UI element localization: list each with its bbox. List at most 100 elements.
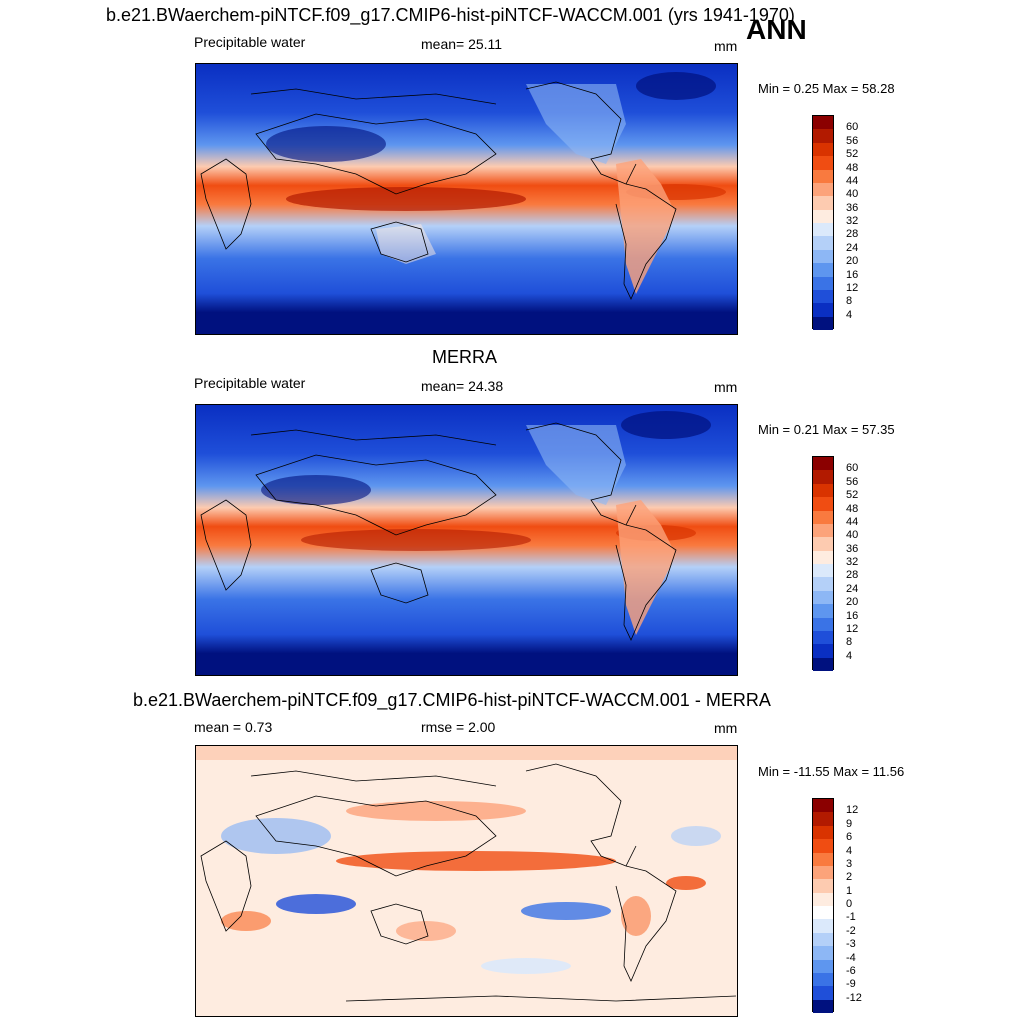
colorbar-tick-label: -12: [846, 991, 862, 1004]
colorbar-tick-label: -6: [846, 964, 856, 977]
panel3-title: b.e21.BWaerchem-piNTCF.f09_g17.CMIP6-his…: [133, 690, 771, 710]
panel2-title: MERRA: [432, 347, 498, 367]
colorbar-swatch: [813, 986, 833, 1000]
panel2-units: mm: [714, 379, 738, 395]
colorbar-tick-label: 3: [846, 857, 853, 870]
colorbar-tick-label: 24: [846, 582, 859, 595]
panel2-minmax: Min = 0.21 Max = 57.35: [758, 422, 895, 437]
colorbar-tick-label: -4: [846, 951, 856, 964]
panel3-mean: mean = 0.73: [194, 719, 273, 735]
colorbar-swatch: [813, 316, 833, 330]
colorbar-tick-label: 6: [846, 831, 853, 844]
colorbar-swatch: [813, 799, 833, 813]
colorbar-swatch: [813, 959, 833, 973]
colorbar-swatch: [813, 892, 833, 906]
colorbar-swatch: [813, 249, 833, 264]
colorbar-swatch: [813, 169, 833, 183]
colorbar-swatch: [813, 812, 833, 826]
colorbar-swatch: [813, 657, 833, 671]
colorbar-swatch: [813, 483, 833, 498]
colorbar-swatch: [813, 510, 833, 524]
colorbar-swatch: [813, 523, 833, 538]
colorbar-tick-label: 28: [846, 569, 859, 582]
panel1-title: b.e21.BWaerchem-piNTCF.f09_g17.CMIP6-his…: [106, 5, 795, 25]
colorbar-tick-label: 4: [846, 649, 853, 662]
colorbar-tick-label: 16: [846, 609, 859, 622]
colorbar-swatch: [813, 906, 833, 920]
colorbar-tick-label: 8: [846, 295, 853, 308]
colorbar-swatch: [813, 182, 833, 197]
colorbar-tick-label: 16: [846, 268, 859, 281]
colorbar-tick-label: 24: [846, 241, 859, 254]
colorbar-tick-label: 4: [846, 308, 853, 321]
colorbar-swatch: [813, 470, 833, 484]
colorbar-tick-label: 60: [846, 462, 859, 475]
colorbar-swatch: [813, 236, 833, 250]
panel2-mean: mean= 24.38: [421, 378, 504, 394]
colorbar-swatch: [813, 564, 833, 578]
panel3-colorbar: [812, 798, 834, 1013]
colorbar-tick-label: 40: [846, 188, 859, 201]
panel2-variable: Precipitable water: [194, 375, 306, 391]
colorbar-swatch: [813, 209, 833, 223]
colorbar-swatch: [813, 537, 833, 551]
colorbar-swatch: [813, 932, 833, 947]
colorbar-tick-label: 12: [846, 622, 859, 635]
colorbar-swatch: [813, 999, 833, 1013]
colorbar-swatch: [813, 972, 833, 987]
colorbar-tick-label: -9: [846, 978, 856, 991]
colorbar-tick-label: 56: [846, 475, 859, 488]
colorbar-tick-label: 36: [846, 201, 859, 214]
panel3-rmse: rmse = 2.00: [421, 719, 496, 735]
colorbar-tick-label: 28: [846, 228, 859, 241]
colorbar-swatch: [813, 630, 833, 645]
panel2-map: [195, 404, 738, 676]
panel2-colorbar: [812, 456, 834, 671]
colorbar-tick-label: -1: [846, 911, 856, 924]
colorbar-tick-label: 8: [846, 636, 853, 649]
colorbar-tick-label: 12: [846, 804, 859, 817]
colorbar-tick-label: -3: [846, 938, 856, 951]
panel1-minmax: Min = 0.25 Max = 58.28: [758, 81, 895, 96]
colorbar-swatch: [813, 879, 833, 893]
colorbar-tick-label: 32: [846, 556, 859, 568]
colorbar-tick-label: 12: [846, 281, 859, 294]
colorbar-tick-label: 2: [846, 871, 853, 884]
panel1-colorbar: [812, 115, 834, 330]
panel1-variable: Precipitable water: [194, 34, 306, 50]
colorbar-tick-label: 0: [846, 898, 853, 910]
colorbar-swatch: [813, 303, 833, 317]
colorbar-swatch: [813, 946, 833, 960]
colorbar-swatch: [813, 550, 833, 564]
colorbar-swatch: [813, 852, 833, 866]
colorbar-tick-label: 32: [846, 215, 859, 227]
panel3-minmax: Min = -11.55 Max = 11.56: [758, 764, 905, 779]
colorbar-tick-label: 60: [846, 121, 859, 134]
season-label: ANN: [746, 14, 807, 45]
colorbar-tick-label: 48: [846, 161, 859, 174]
colorbar-tick-label: 56: [846, 134, 859, 147]
panel3-difference-map: [195, 745, 738, 1017]
colorbar-tick-label: 1: [846, 884, 853, 897]
colorbar-tick-label: 52: [846, 489, 859, 502]
colorbar-swatch: [813, 223, 833, 237]
colorbar-swatch: [813, 644, 833, 658]
colorbar-swatch: [813, 289, 833, 304]
colorbar-swatch: [813, 839, 833, 853]
colorbar-swatch: [813, 497, 833, 511]
colorbar-swatch: [813, 263, 833, 277]
colorbar-swatch: [813, 865, 833, 880]
colorbar-swatch: [813, 457, 833, 471]
colorbar-swatch: [813, 116, 833, 130]
colorbar-tick-label: 40: [846, 529, 859, 542]
colorbar-swatch: [813, 156, 833, 170]
colorbar-swatch: [813, 604, 833, 618]
colorbar-tick-label: 52: [846, 148, 859, 161]
panel3-units: mm: [714, 720, 738, 736]
panel1-units: mm: [714, 38, 738, 54]
colorbar-tick-label: -2: [846, 924, 856, 937]
panel1-map: [195, 63, 738, 335]
colorbar-swatch: [813, 129, 833, 143]
colorbar-swatch: [813, 577, 833, 591]
colorbar-swatch: [813, 919, 833, 933]
